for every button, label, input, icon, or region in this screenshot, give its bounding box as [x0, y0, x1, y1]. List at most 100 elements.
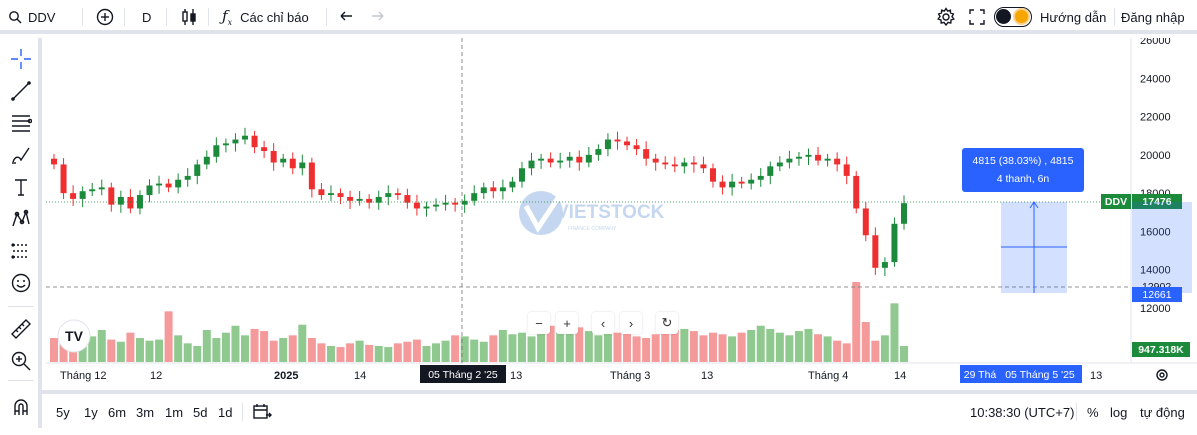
axis-settings-button[interactable] — [1156, 369, 1168, 381]
calendar-range-icon — [253, 404, 272, 419]
range-1y-button[interactable]: 1y — [84, 404, 98, 420]
price-chart[interactable]: 2600024000220002000018000160001400012000… — [46, 35, 1197, 390]
crosshair-date-tag — [420, 365, 506, 383]
last-price-marker: DDV 17476 — [1101, 194, 1182, 209]
emoji-tool[interactable] — [8, 270, 34, 296]
price-range-measure[interactable]: 4815 (38.03%) , 4815 4 thanh, 6n — [962, 148, 1084, 293]
candle-body — [213, 145, 220, 157]
compare-button[interactable] — [96, 0, 114, 34]
range-1d-button[interactable]: 1d — [218, 404, 233, 420]
gear-icon — [937, 7, 955, 27]
watermark-text: VIETSTOCK — [556, 202, 665, 223]
undo-button[interactable] — [338, 0, 354, 34]
volume-bar — [470, 339, 479, 362]
tradingview-logo[interactable]: TV — [57, 319, 91, 353]
candle-body — [595, 149, 602, 155]
candle-body — [70, 193, 77, 199]
scroll-right-button[interactable]: › — [620, 312, 642, 334]
candle-body — [184, 175, 191, 180]
time-axis[interactable]: Tháng 12 12 2025 14 13 Tháng 3 13 Tháng 4 14 13 — [60, 370, 1102, 382]
percent-scale-button[interactable]: % — [1087, 404, 1099, 420]
candle-body — [853, 175, 860, 209]
theme-toggle[interactable] — [994, 0, 1032, 34]
volume-bar — [623, 332, 632, 362]
pattern-tool[interactable] — [8, 206, 34, 232]
volume-bar — [460, 336, 469, 362]
range-6m-button[interactable]: 6m — [108, 404, 127, 420]
price-tick-label: 12000 — [1140, 303, 1171, 315]
range-1m-button[interactable]: 1m — [165, 404, 184, 420]
volume-bar — [766, 328, 775, 362]
divider — [8, 380, 34, 381]
volume-bar — [212, 338, 221, 362]
volume-bar — [632, 336, 641, 362]
interval-button[interactable]: D — [142, 0, 151, 34]
candle-body — [127, 196, 134, 209]
candle-body — [337, 193, 344, 197]
chevron-right-icon: › — [628, 315, 634, 331]
log-scale-button[interactable]: log — [1110, 404, 1128, 420]
guide-link[interactable]: Hướng dẫn — [1040, 0, 1106, 34]
crosshair-date-text: 05 Tháng 2 '25 — [428, 369, 498, 381]
chart-type-button[interactable] — [180, 0, 198, 34]
volume-bar — [737, 332, 746, 362]
measure-bars-text: 4 thanh, 6n — [997, 173, 1050, 185]
fib-tool[interactable] — [8, 110, 34, 136]
zoom-out-button[interactable]: − — [528, 312, 550, 334]
divider — [8, 306, 34, 307]
fullscreen-button[interactable] — [968, 0, 986, 34]
magnet-tool[interactable] — [8, 394, 34, 420]
chart-canvas[interactable]: 2600024000220002000018000160001400012000… — [46, 35, 1197, 390]
prediction-tool[interactable] — [8, 238, 34, 264]
range-5y-button[interactable]: 5y — [56, 404, 70, 420]
candle-body — [757, 175, 764, 180]
candle-body — [671, 164, 678, 167]
auto-scale-button[interactable]: tự động — [1140, 404, 1185, 420]
candle-body — [901, 203, 907, 224]
candle-body — [700, 164, 707, 169]
watermark-subtext: FINANCE COMPANY — [568, 226, 617, 232]
volume-bar — [603, 328, 612, 362]
candle-body — [156, 183, 163, 186]
settings-button[interactable] — [936, 0, 956, 34]
symbol-search[interactable]: DDV — [8, 0, 55, 34]
range-5d-button[interactable]: 5d — [193, 404, 208, 420]
scroll-left-button[interactable]: ‹ — [592, 312, 614, 334]
volume-tag — [1132, 342, 1190, 357]
volume-bar — [575, 327, 584, 362]
volume-bar — [833, 340, 842, 362]
volume-bar — [498, 330, 507, 362]
redo-button[interactable] — [370, 0, 386, 34]
zoom-in-button[interactable]: + — [556, 312, 578, 334]
volume-bar — [584, 331, 593, 362]
candle-body — [499, 187, 506, 192]
reset-chart-button[interactable]: ↻ — [656, 312, 678, 334]
volume-bar — [202, 330, 211, 362]
date-range-button[interactable] — [252, 398, 272, 426]
candle-body — [318, 189, 325, 196]
crosshair-tool[interactable] — [8, 46, 34, 72]
range-end-text: 05 Tháng 5 '25 — [1005, 369, 1075, 381]
range-3m-button[interactable]: 3m — [136, 404, 155, 420]
sun-icon — [1015, 10, 1028, 23]
text-tool[interactable] — [8, 174, 34, 200]
candle-body — [633, 145, 640, 150]
zoom-tool[interactable] — [8, 348, 34, 374]
candle-series — [51, 127, 907, 277]
candle-body — [442, 202, 449, 205]
login-link[interactable]: Đăng nhập — [1121, 0, 1185, 34]
volume-bar — [260, 331, 269, 362]
clock-display[interactable]: 10:38:30 (UTC+7) — [970, 404, 1075, 420]
price-tick-label: 22000 — [1140, 112, 1171, 124]
brush-tool[interactable] — [8, 142, 34, 168]
indicators-label: Các chỉ báo — [240, 9, 309, 25]
candle-body — [566, 156, 573, 161]
candle-body — [280, 158, 287, 163]
ruler-tool[interactable] — [8, 316, 34, 342]
indicators-button[interactable]: ƒx Các chỉ báo — [222, 0, 309, 34]
divider — [1076, 403, 1077, 421]
volume-bar — [670, 330, 679, 362]
trend-line-tool[interactable] — [8, 78, 34, 104]
candle-body — [738, 181, 745, 184]
volume-bar — [107, 339, 116, 362]
